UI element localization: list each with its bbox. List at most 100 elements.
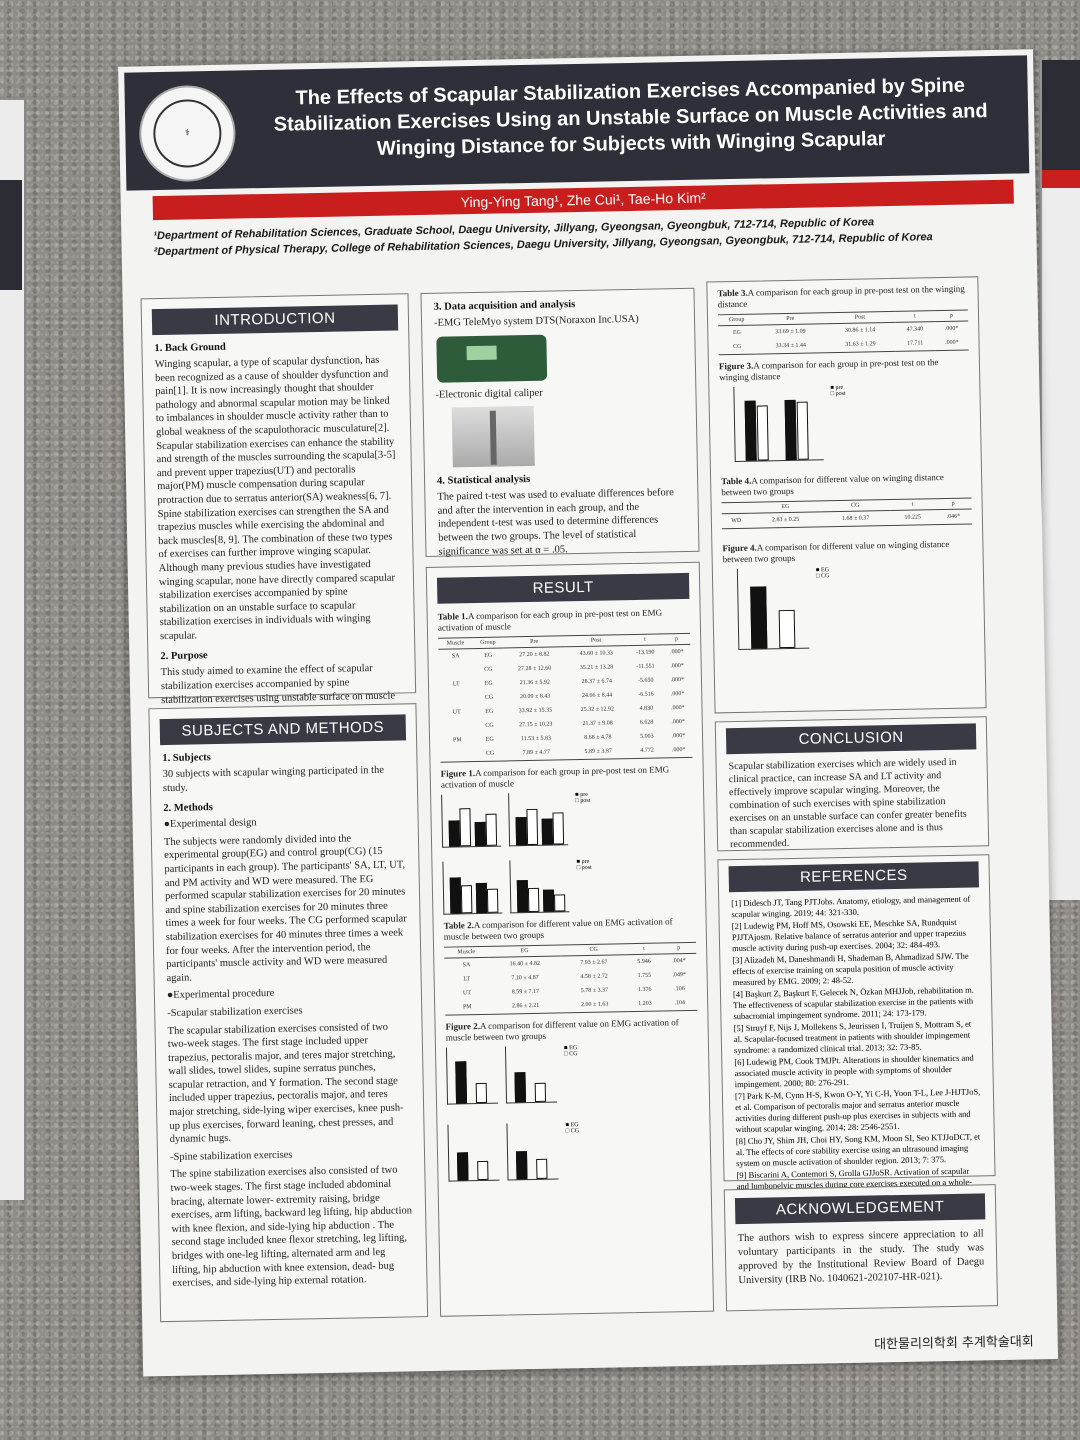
research-poster: ⚕ The Effects of Scapular Stabilization … [118,49,1059,1377]
table2-cell: UT [462,990,472,997]
table1-cell: 5.003 [640,733,654,740]
background-title: 1. Back Ground [154,341,226,355]
table2-cell: 5.946 [637,958,651,965]
table1-cell: 25.32 ± 12.92 [580,706,615,714]
figure1-caption: Figure 1.A comparison for each group in … [440,764,670,790]
reference-item: [7] Park K-M, Cynn H-S, Kwon O-Y, Yi C-H… [734,1086,981,1135]
introduction-heading: INTRODUCTION [151,304,399,336]
table1-cell: 43.60 ± 10.33 [579,650,613,658]
table2-cell: PM [445,999,490,1016]
table1-cell: SA [451,653,460,660]
table4-header-cell: t [890,498,935,511]
table2-cell: 1.203 [627,996,663,1012]
table1-cell: CG [484,694,494,701]
statistical-analysis-title: 4. Statistical analysis [436,474,531,487]
table1-cell: EG [484,652,493,659]
table2-cell: 7.10 ± 4.87 [511,974,539,982]
figure1-lt-chart [508,792,569,847]
table2-header-cell: Muscle [444,946,489,959]
table1-cell [440,719,475,734]
table1-cell: EG [485,708,494,715]
table4-cell: WD [721,513,751,529]
conclusion-box: CONCLUSION Scapular stabilization exerci… [714,716,990,852]
table4-cell: .046* [934,508,973,525]
table3-cell: 17.711 [895,336,936,352]
methods-box: SUBJECTS AND METHODS 1. Subjects 30 subj… [148,703,429,1323]
emg-system-label: -EMG TeleMyo system DTS(Noraxon Inc.USA) [433,313,639,329]
reference-item: [8] Cho JY, Shim JH, Choi HY, Song KM, M… [735,1131,981,1169]
references-heading: REFERENCES [728,861,979,893]
table1-header-cell: Muscle [438,637,473,650]
subjects-text: 30 subjects with scapular winging partic… [162,764,385,794]
table1-cell: 11.53 ± 5.83 [520,735,552,743]
table1-cell: 24.66 ± 8.44 [581,692,613,699]
statistical-analysis-text: The paired t-test was used to evaluate d… [437,487,675,558]
table2-cell: 8.59 ± 7.17 [511,988,540,996]
table4-cell: 2.83 ± 0.25 [750,511,821,529]
figure2-caption: Figure 2.A comparison for different valu… [445,1017,679,1043]
conference-footer: 대한물리의학회 추계학술대회 [873,1334,1034,1353]
design-text: The subjects were randomly divided into … [163,833,407,984]
table3-cell: CG [718,339,757,355]
table2-cell: 5.78 ± 3.37 [580,987,609,995]
scapular-exercise-title: -Scapular stabilization exercises [167,1005,303,1019]
figure2-lt-chart [504,1045,558,1104]
table1-cell: .000* [671,733,686,740]
figure1-row1: ■ pre □ post [441,790,694,848]
reference-item: [3] Alizadeh M, Daneshmandi H, Shademan … [732,950,969,988]
table1-cell: 20.09 ± 8.43 [519,693,551,701]
table3-cell: 33.34 ± 1.44 [755,338,826,355]
table1-caption: Table 1.A comparison for each group in p… [437,607,663,633]
table1-cell: 7.89 ± 4.77 [505,745,568,761]
table1-header-cell: t [626,633,664,646]
table2-cell: 16.40 ± 4.82 [509,960,540,968]
table1-cell [439,663,474,678]
result-box: RESULT Table 1.A comparison for each gro… [425,561,715,1317]
table2-cell: 2.86 ± 2.21 [489,998,562,1015]
table1-cell: 35.21 ± 13.28 [579,664,614,672]
table2-caption: Table 2.A comparison for different value… [443,916,673,942]
figure1-pm-chart [509,859,570,914]
methods-subtitle: 2. Methods [163,802,214,815]
affiliations: ¹Department of Rehabilitation Sciences, … [153,212,1014,261]
background-text: Winging scapular, a type of scapular dys… [154,354,396,642]
table1-cell: EG [484,680,493,687]
table1-cell [440,747,476,763]
conclusion-heading: CONCLUSION [725,723,977,755]
result-heading: RESULT [436,572,690,604]
table3-cell: .000* [944,325,959,332]
table1-cell: 8.68 ± 4.78 [584,734,612,741]
acknowledgement-box: ACKNOWLEDGEMENT The authors wish to expr… [723,1184,999,1312]
table2-header-cell: p [661,942,697,955]
figure4-caption: Figure 4.A comparison for different valu… [722,538,950,565]
figure2-pm-chart [506,1122,559,1181]
table4-cell: 1.68 ± 0.37 [820,510,891,527]
introduction-box: INTRODUCTION 1. Back Ground Winging scap… [140,293,417,733]
procedure-title: ●Experimental procedure [166,988,275,1002]
spine-exercise-text: The spine stabilization exercises also c… [170,1165,413,1290]
figure4-chart [736,567,810,650]
table4-header-cell [721,502,751,514]
reference-item: [5] Struyf F, Nijs J, Mollekens S, Jeuri… [733,1018,972,1056]
methods-heading: SUBJECTS AND METHODS [159,714,407,746]
table2-cell: 1.376 [637,986,652,993]
table2-cell: 1.755 [637,972,652,979]
table1-cell [439,691,474,706]
table1-cell: 33.92 ± 15.35 [518,707,553,715]
acknowledgement-heading: ACKNOWLEDGEMENT [734,1193,986,1225]
references-box: REFERENCES [1] Didesch JT, Tang PJTJohs.… [717,854,996,1202]
table1-cell: EG [485,736,494,743]
table3-cell: 47.340 [906,326,924,333]
table1-cell: 21.36 ± 5.92 [519,679,551,687]
table2-cell: .106 [674,986,685,993]
figure1-sa-chart [441,793,502,848]
table1-cell: .000* [670,691,685,698]
table1-cell: 21.37 ± 9.08 [582,720,613,727]
table1-cell: .000* [670,677,685,684]
table1-cell: .000* [671,719,685,726]
table4-cell: 10.225 [890,509,935,526]
figure4: ■ EG □ CG [723,564,975,650]
table1-cell: .000* [664,742,693,758]
caliper-label: -Electronic digital caliper [435,387,543,401]
reference-item: [4] Başkurt Z, Başkurt F, Gelecek N, Özk… [732,984,974,1022]
